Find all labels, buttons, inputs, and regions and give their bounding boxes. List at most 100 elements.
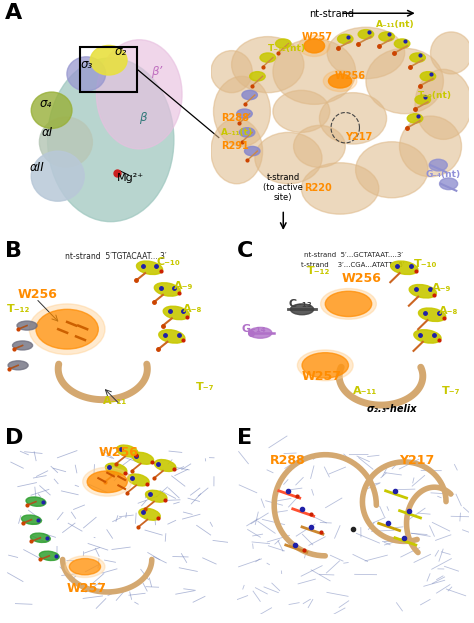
Ellipse shape [39, 551, 59, 561]
Ellipse shape [415, 95, 430, 105]
Ellipse shape [65, 556, 105, 578]
Ellipse shape [419, 308, 446, 321]
Text: T₋₉(nt): T₋₉(nt) [418, 90, 452, 100]
Text: A₋₁₁(nt): A₋₁₁(nt) [376, 21, 415, 29]
Text: T₋₁₂: T₋₁₂ [7, 304, 30, 315]
Ellipse shape [245, 146, 260, 156]
Ellipse shape [291, 304, 314, 315]
Ellipse shape [325, 292, 372, 316]
Ellipse shape [213, 77, 270, 146]
Ellipse shape [31, 151, 84, 201]
Text: R288: R288 [270, 454, 305, 467]
Text: σ₂: σ₂ [115, 45, 127, 57]
Ellipse shape [439, 178, 457, 189]
Text: σ₂.₃-helix: σ₂.₃-helix [367, 404, 418, 414]
Ellipse shape [8, 361, 28, 370]
Ellipse shape [29, 304, 105, 354]
Text: A₋₁₁: A₋₁₁ [103, 396, 127, 406]
Ellipse shape [407, 113, 423, 123]
Ellipse shape [155, 283, 181, 296]
Ellipse shape [275, 39, 291, 49]
Ellipse shape [366, 49, 444, 113]
Ellipse shape [255, 133, 322, 184]
Ellipse shape [36, 310, 98, 349]
Text: W257: W257 [301, 32, 332, 42]
Text: nt-strand  5′TGTACAAT....3′: nt-strand 5′TGTACAAT....3′ [65, 252, 167, 260]
Ellipse shape [358, 29, 374, 39]
Text: T₋₁₂(nt): T₋₁₂(nt) [268, 44, 306, 53]
Ellipse shape [319, 93, 387, 144]
Text: Y217: Y217 [345, 132, 373, 142]
Ellipse shape [248, 328, 272, 338]
Ellipse shape [105, 463, 127, 475]
Ellipse shape [430, 32, 472, 74]
Ellipse shape [409, 285, 437, 298]
Ellipse shape [47, 58, 174, 222]
Ellipse shape [394, 39, 410, 49]
Ellipse shape [30, 533, 50, 543]
Ellipse shape [137, 261, 163, 275]
Text: W256: W256 [18, 288, 58, 302]
Text: β’: β’ [152, 65, 163, 78]
Ellipse shape [429, 159, 447, 171]
Ellipse shape [299, 36, 330, 57]
Ellipse shape [82, 467, 132, 496]
Text: G₋₁₄: G₋₁₄ [242, 324, 266, 334]
Text: W256: W256 [335, 71, 366, 82]
Text: C: C [237, 241, 254, 261]
Ellipse shape [232, 37, 304, 93]
Text: t-strand
(to active
site): t-strand (to active site) [264, 173, 303, 202]
Ellipse shape [132, 452, 154, 464]
Ellipse shape [379, 32, 394, 41]
Ellipse shape [31, 92, 72, 128]
Ellipse shape [139, 508, 160, 520]
Text: σ₄: σ₄ [39, 97, 52, 110]
Ellipse shape [97, 40, 182, 149]
Text: A₋₉: A₋₉ [432, 283, 451, 293]
Ellipse shape [302, 353, 348, 378]
Ellipse shape [356, 142, 428, 198]
Text: C₋₁₀: C₋₁₀ [156, 257, 180, 267]
Ellipse shape [297, 350, 353, 381]
Ellipse shape [155, 460, 176, 472]
Ellipse shape [304, 39, 325, 53]
Text: nt-strand  5′...GCTATAAT....3′: nt-strand 5′...GCTATAAT....3′ [304, 252, 402, 257]
Ellipse shape [391, 261, 418, 275]
Ellipse shape [250, 72, 265, 81]
Text: W256: W256 [98, 446, 138, 459]
Text: αII: αII [29, 161, 44, 174]
Ellipse shape [17, 321, 37, 330]
Ellipse shape [239, 128, 255, 137]
Ellipse shape [163, 307, 189, 320]
Ellipse shape [211, 50, 252, 93]
Text: T₋₇: T₋₇ [441, 386, 460, 396]
Text: R291: R291 [221, 141, 249, 151]
Text: E: E [237, 428, 252, 448]
Ellipse shape [12, 341, 33, 350]
Text: nt-strand: nt-strand [309, 9, 354, 19]
Ellipse shape [242, 90, 257, 100]
Ellipse shape [26, 497, 46, 506]
Ellipse shape [410, 53, 425, 62]
Text: T₋₇: T₋₇ [196, 382, 215, 392]
Text: C₋₁₃: C₋₁₃ [288, 299, 312, 309]
Ellipse shape [87, 471, 127, 493]
Text: β: β [139, 110, 147, 123]
Text: R220: R220 [304, 183, 332, 194]
Ellipse shape [328, 74, 352, 88]
Ellipse shape [337, 34, 353, 44]
Text: T₋₁₀: T₋₁₀ [413, 259, 437, 269]
Ellipse shape [39, 117, 92, 167]
Ellipse shape [420, 72, 436, 81]
Ellipse shape [327, 27, 405, 78]
Ellipse shape [400, 116, 462, 177]
Text: σ₃: σ₃ [80, 59, 92, 71]
Ellipse shape [146, 490, 167, 502]
Text: W257: W257 [67, 582, 107, 595]
Text: B: B [5, 241, 22, 261]
Text: αI: αI [41, 126, 53, 140]
Ellipse shape [117, 445, 138, 457]
Text: Y217: Y217 [400, 454, 435, 467]
Ellipse shape [69, 559, 100, 575]
Ellipse shape [320, 288, 376, 319]
